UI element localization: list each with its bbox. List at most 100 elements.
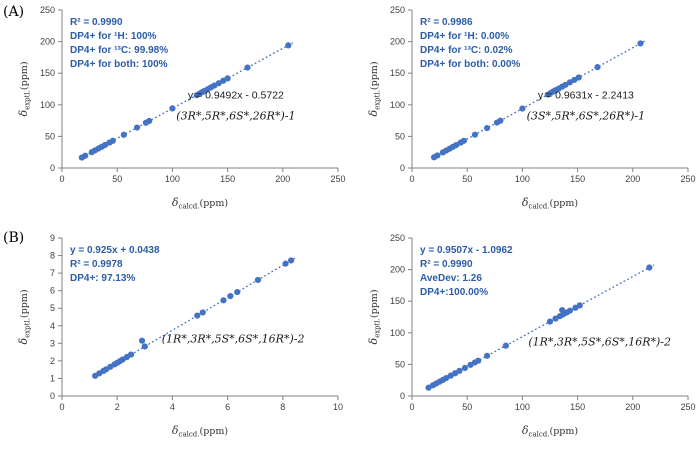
x-tick-label: 8 bbox=[280, 402, 285, 412]
data-point bbox=[194, 312, 201, 319]
y-tick-label: 100 bbox=[390, 328, 405, 338]
data-points bbox=[430, 40, 644, 161]
x-tick-label: 250 bbox=[680, 402, 695, 412]
x-tick-label: 100 bbox=[515, 174, 530, 184]
data-point bbox=[82, 152, 89, 159]
compound-label: (1R*,3R*,5S*,6S*,16R*)-2 bbox=[162, 332, 305, 345]
stat-annotation: R² = 0.9986 bbox=[420, 17, 473, 28]
data-point bbox=[224, 75, 231, 82]
data-point bbox=[120, 131, 127, 138]
y-tick-label: 250 bbox=[390, 5, 405, 15]
data-point bbox=[519, 105, 526, 112]
y-tick-label: 0 bbox=[400, 163, 405, 173]
y-tick-label: 150 bbox=[40, 68, 55, 78]
stat-annotation: DP4+ for ¹H: 0.00% bbox=[420, 31, 509, 42]
data-points bbox=[78, 42, 292, 161]
panel-label-b: (B) bbox=[3, 230, 25, 246]
data-point bbox=[646, 264, 653, 271]
data-point bbox=[575, 74, 582, 81]
x-tick-label: 200 bbox=[625, 174, 640, 184]
data-points bbox=[425, 264, 653, 391]
panel-label-a: (A) bbox=[3, 4, 25, 20]
y-tick-label: 0 bbox=[50, 163, 55, 173]
compound-label: (3S*,5R*,6S*,26R*)-1 bbox=[527, 109, 645, 122]
data-point bbox=[254, 276, 262, 284]
data-point bbox=[497, 117, 504, 124]
y-tick-label: 5 bbox=[50, 303, 55, 313]
x-tick-label: 4 bbox=[170, 402, 175, 412]
y-tick-label: 50 bbox=[395, 359, 405, 369]
x-tick-label: 0 bbox=[409, 402, 414, 412]
data-point bbox=[483, 352, 491, 359]
compound-label: (3R*,5R*,6S*,26R*)-1 bbox=[176, 109, 295, 122]
data-point bbox=[227, 293, 234, 300]
data-point bbox=[199, 309, 206, 316]
data-point bbox=[566, 307, 573, 314]
stat-annotation: DP4+ for ¹H: 100% bbox=[70, 31, 157, 42]
y-tick-label: 250 bbox=[40, 5, 55, 15]
data-point bbox=[483, 124, 491, 132]
x-tick-label: 200 bbox=[275, 174, 290, 184]
y-tick-label: 150 bbox=[390, 68, 405, 78]
data-point bbox=[546, 318, 554, 325]
x-tick-label: 50 bbox=[462, 174, 472, 184]
data-point bbox=[285, 42, 292, 49]
y-tick-label: 50 bbox=[45, 131, 55, 141]
y-tick-label: 50 bbox=[395, 131, 405, 141]
y-tick-label: 6 bbox=[50, 286, 55, 296]
data-point bbox=[594, 64, 601, 71]
data-point bbox=[475, 357, 482, 364]
data-point bbox=[127, 351, 135, 358]
stat-annotation: DP4+:100.00% bbox=[420, 287, 488, 298]
y-tick-label: 100 bbox=[40, 100, 55, 110]
data-point bbox=[471, 131, 479, 138]
stat-annotation: DP4+: 97.13% bbox=[70, 273, 135, 284]
compound-label: (1R*,3R*,5S*,6S*,16R*)-2 bbox=[528, 335, 671, 348]
data-point bbox=[576, 302, 583, 309]
data-point bbox=[109, 137, 116, 144]
y-tick-label: 200 bbox=[390, 37, 405, 47]
y-axis-title: δexptl.(ppm) bbox=[367, 61, 382, 116]
stat-annotation: R² = 0.9990 bbox=[70, 17, 123, 28]
x-axis-title: δcalcd.(ppm) bbox=[522, 196, 578, 211]
data-point bbox=[138, 337, 146, 344]
stat-annotation: DP4+ for ¹³C: 99.98% bbox=[70, 45, 168, 56]
scatter-chart-a-right: 0 50 100 150 200 250 0 50 100 150 200 250 δcalcd.(pp… bbox=[367, 5, 696, 211]
x-tick-label: 250 bbox=[330, 174, 345, 184]
data-point bbox=[169, 105, 176, 112]
regression-equation: y = 0.9631x - 2.2413 bbox=[538, 89, 634, 101]
y-tick-label: 200 bbox=[390, 265, 405, 275]
x-tick-label: 0 bbox=[409, 174, 414, 184]
x-tick-label: 150 bbox=[220, 174, 235, 184]
stat-annotation: y = 0.925x + 0.0438 bbox=[70, 245, 160, 256]
y-axis-title: δexptl.(ppm) bbox=[367, 289, 382, 344]
data-point bbox=[244, 64, 251, 71]
x-axis-title: δcalcd.(ppm) bbox=[172, 424, 228, 439]
x-axis-title: δcalcd.(ppm) bbox=[172, 196, 228, 211]
y-axis-title: δexptl.(ppm) bbox=[17, 61, 32, 116]
x-tick-label: 150 bbox=[570, 402, 585, 412]
y-tick-label: 3 bbox=[50, 338, 55, 348]
stat-annotation: R² = 0.9978 bbox=[70, 259, 123, 270]
y-tick-label: 4 bbox=[50, 321, 55, 331]
x-tick-label: 0 bbox=[59, 402, 64, 412]
data-point bbox=[141, 343, 148, 350]
y-tick-label: 1 bbox=[50, 373, 55, 383]
y-tick-label: 0 bbox=[400, 391, 405, 401]
stat-annotation: DP4+ for both: 100% bbox=[70, 59, 168, 70]
x-axis-title: δcalcd.(ppm) bbox=[522, 424, 578, 439]
y-tick-label: 150 bbox=[390, 296, 405, 306]
data-point bbox=[133, 124, 141, 131]
y-tick-label: 2 bbox=[50, 356, 55, 366]
stat-annotation: AveDev: 1.26 bbox=[420, 273, 482, 284]
y-tick-label: 7 bbox=[50, 268, 55, 278]
x-tick-label: 100 bbox=[165, 174, 180, 184]
x-tick-label: 200 bbox=[625, 402, 640, 412]
data-point bbox=[460, 137, 467, 144]
data-point bbox=[234, 288, 241, 296]
x-tick-label: 10 bbox=[333, 402, 343, 412]
x-tick-label: 50 bbox=[112, 174, 122, 184]
stat-annotation: y = 0.9507x - 1.0962 bbox=[420, 245, 513, 256]
data-point bbox=[220, 297, 227, 304]
x-tick-label: 150 bbox=[570, 174, 585, 184]
